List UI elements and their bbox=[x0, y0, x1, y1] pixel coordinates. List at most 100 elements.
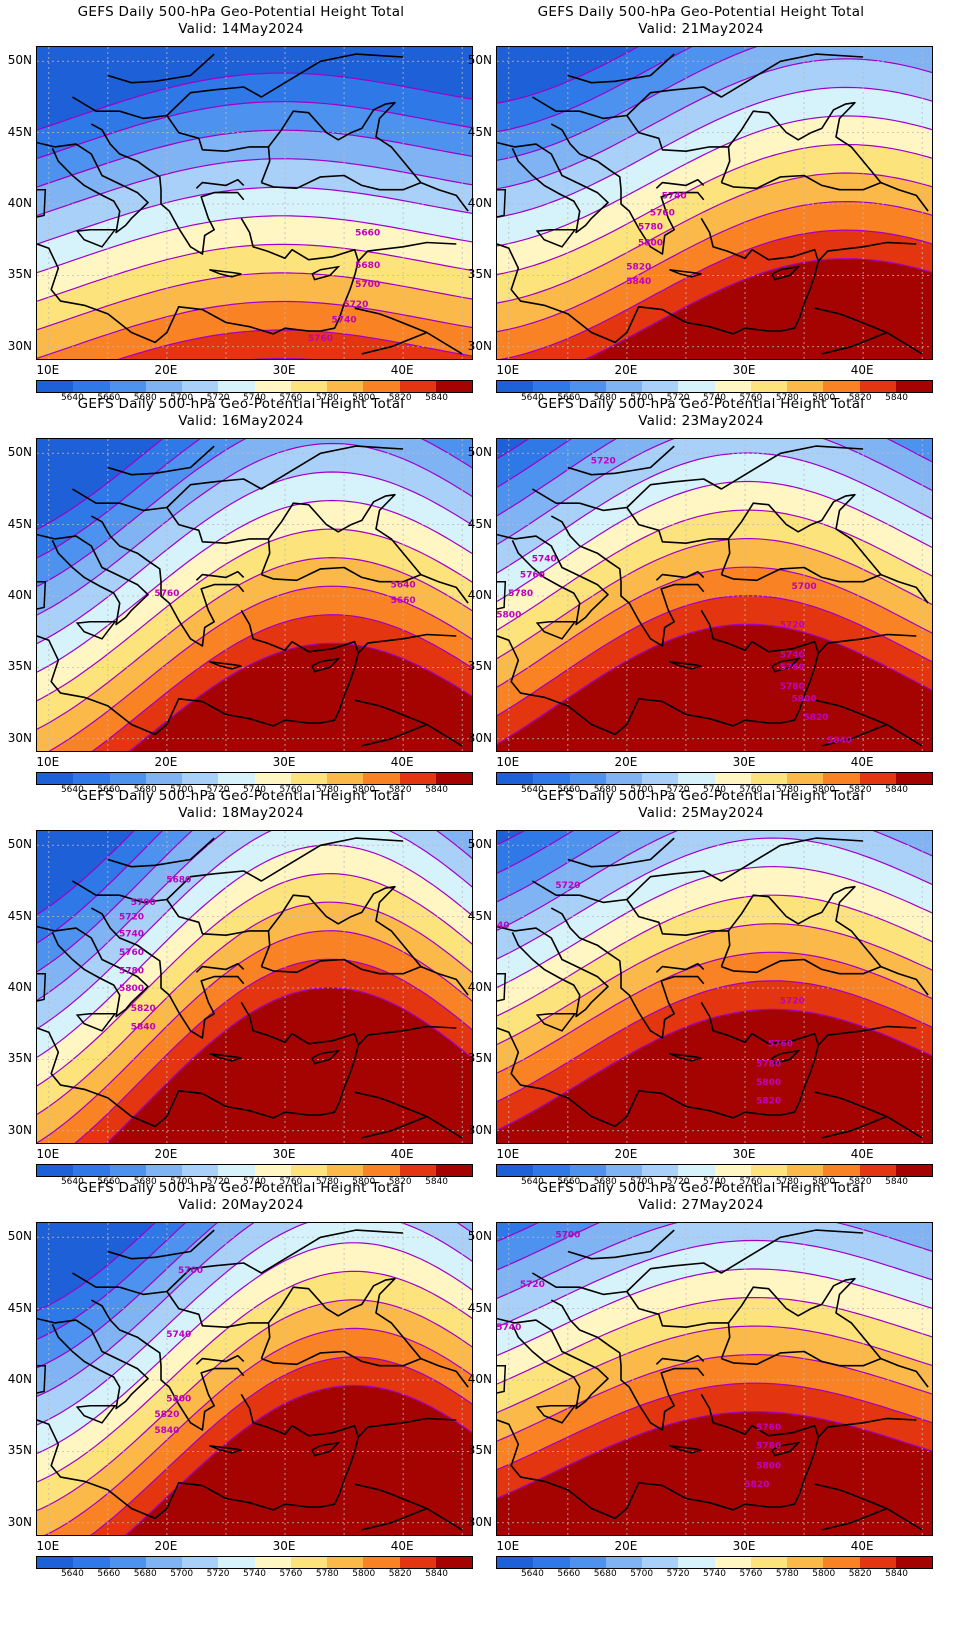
colorbar-label: 5680 bbox=[593, 393, 617, 403]
latitude-label: 50N bbox=[467, 1229, 492, 1244]
coastline bbox=[497, 1027, 687, 1128]
colorbar-swatch bbox=[363, 1165, 400, 1176]
contour-label: 5780 bbox=[119, 967, 144, 977]
colorbar-swatch bbox=[182, 381, 219, 392]
longitude-label: 30E bbox=[272, 1147, 296, 1161]
colorbar-label: 5800 bbox=[812, 785, 836, 795]
colorbar-swatch bbox=[859, 773, 896, 784]
coastline bbox=[71, 488, 120, 504]
coastline bbox=[700, 609, 820, 668]
coastline bbox=[531, 1272, 580, 1288]
island-outline bbox=[771, 265, 801, 281]
island-outline bbox=[669, 1052, 702, 1062]
latitude-label: 35N bbox=[467, 267, 492, 282]
contour-line bbox=[497, 831, 932, 931]
contour-label: 5840 bbox=[827, 736, 852, 746]
contour-line bbox=[37, 1223, 156, 1312]
colorbar-label: 5760 bbox=[739, 1177, 763, 1187]
contour-label: 5800 bbox=[497, 610, 521, 620]
coastline bbox=[357, 633, 457, 654]
coastline bbox=[685, 1451, 816, 1511]
coastline bbox=[821, 331, 888, 355]
contour-line bbox=[497, 595, 932, 717]
contour-line bbox=[37, 831, 163, 944]
coastline bbox=[225, 1059, 356, 1119]
contour-line bbox=[584, 258, 932, 359]
colorbar-swatch bbox=[533, 773, 570, 784]
coastline bbox=[261, 958, 422, 975]
island-outline bbox=[497, 580, 507, 610]
contour-line bbox=[37, 831, 472, 1001]
longitude-label: 10E bbox=[36, 1147, 60, 1161]
contour-label: 5740 bbox=[166, 1330, 191, 1340]
colorbar-swatch bbox=[218, 1557, 255, 1568]
colorbar-swatch bbox=[37, 1165, 74, 1176]
colorbar-swatch bbox=[569, 773, 606, 784]
longitude-label: 40E bbox=[850, 1539, 874, 1553]
contour-line bbox=[37, 930, 472, 1143]
colorbar-swatch bbox=[109, 1165, 146, 1176]
colorbar-label: 5840 bbox=[885, 393, 909, 403]
colorbar-swatch bbox=[254, 1165, 291, 1176]
colorbar bbox=[496, 1164, 933, 1177]
coastline bbox=[225, 1451, 356, 1511]
colorbar-label: 5840 bbox=[885, 785, 909, 795]
contour-line bbox=[37, 300, 472, 359]
colorbar-swatch bbox=[533, 381, 570, 392]
contour-label: 5740 bbox=[780, 650, 805, 660]
longitude-label: 20E bbox=[614, 363, 638, 377]
contour-line bbox=[497, 894, 932, 1017]
coastline bbox=[420, 965, 469, 996]
geopotential-map: 5700 5740 5800 5820 5840 bbox=[37, 1223, 472, 1535]
contour-label: 5840 bbox=[626, 277, 651, 287]
colorbar-swatch bbox=[750, 1557, 787, 1568]
colorbar-label: 5680 bbox=[133, 1177, 157, 1187]
colorbar bbox=[496, 380, 933, 393]
valid-date: Valid: 23May2024 bbox=[638, 413, 764, 429]
coastline bbox=[225, 275, 356, 335]
colorbar-label: 5820 bbox=[848, 1177, 872, 1187]
colorbar-swatch bbox=[605, 773, 642, 784]
contour-line bbox=[497, 452, 932, 574]
contour-line bbox=[37, 831, 135, 916]
height-band bbox=[119, 330, 472, 359]
contour-line bbox=[497, 86, 932, 218]
coastline bbox=[550, 1299, 705, 1431]
contour-line bbox=[74, 958, 472, 1143]
valid-date: Valid: 20May2024 bbox=[178, 1197, 304, 1213]
island-outline bbox=[497, 188, 507, 218]
coastline bbox=[579, 445, 864, 512]
coastline bbox=[37, 1027, 227, 1128]
colorbar-swatch bbox=[678, 381, 715, 392]
geopotential-map: 5720 5740 5720 5760 5780 5800 5820 bbox=[497, 831, 932, 1143]
coastline bbox=[240, 217, 360, 276]
contour-label: 5800 bbox=[792, 695, 817, 705]
coastline bbox=[721, 566, 882, 583]
contour-line bbox=[497, 951, 932, 1074]
coastline bbox=[497, 635, 687, 736]
colorbar-label: 5640 bbox=[520, 393, 544, 403]
colorbar-label: 5780 bbox=[315, 1177, 339, 1187]
coastline bbox=[720, 101, 882, 184]
latitude-label: 45N bbox=[7, 908, 32, 923]
longitude-label: 20E bbox=[154, 1147, 178, 1161]
contour-label: 5700 bbox=[355, 280, 380, 290]
contour-line bbox=[497, 143, 932, 276]
contour-label: 5700 bbox=[792, 582, 817, 592]
contour-line bbox=[37, 439, 164, 530]
coastline bbox=[626, 899, 729, 936]
coastline bbox=[354, 1483, 463, 1531]
colorbar-swatch bbox=[182, 773, 219, 784]
coastline bbox=[90, 515, 245, 647]
geopotential-map: 5740 5760 5780 5800 5820 5840 bbox=[497, 47, 932, 359]
island-outline bbox=[535, 228, 577, 248]
latitude-label: 50N bbox=[467, 837, 492, 852]
contour-label: 5820 bbox=[154, 1410, 179, 1420]
valid-date: Valid: 14May2024 bbox=[178, 21, 304, 37]
colorbar-label: 5780 bbox=[775, 393, 799, 403]
latitude-label: 50N bbox=[467, 445, 492, 460]
colorbar-swatch bbox=[895, 773, 932, 784]
coastline bbox=[107, 837, 215, 868]
map-area: 5720 5700 5740 5760 5780 5800 5720 5740 5760 5780… bbox=[496, 438, 933, 752]
contour-line bbox=[497, 566, 932, 688]
